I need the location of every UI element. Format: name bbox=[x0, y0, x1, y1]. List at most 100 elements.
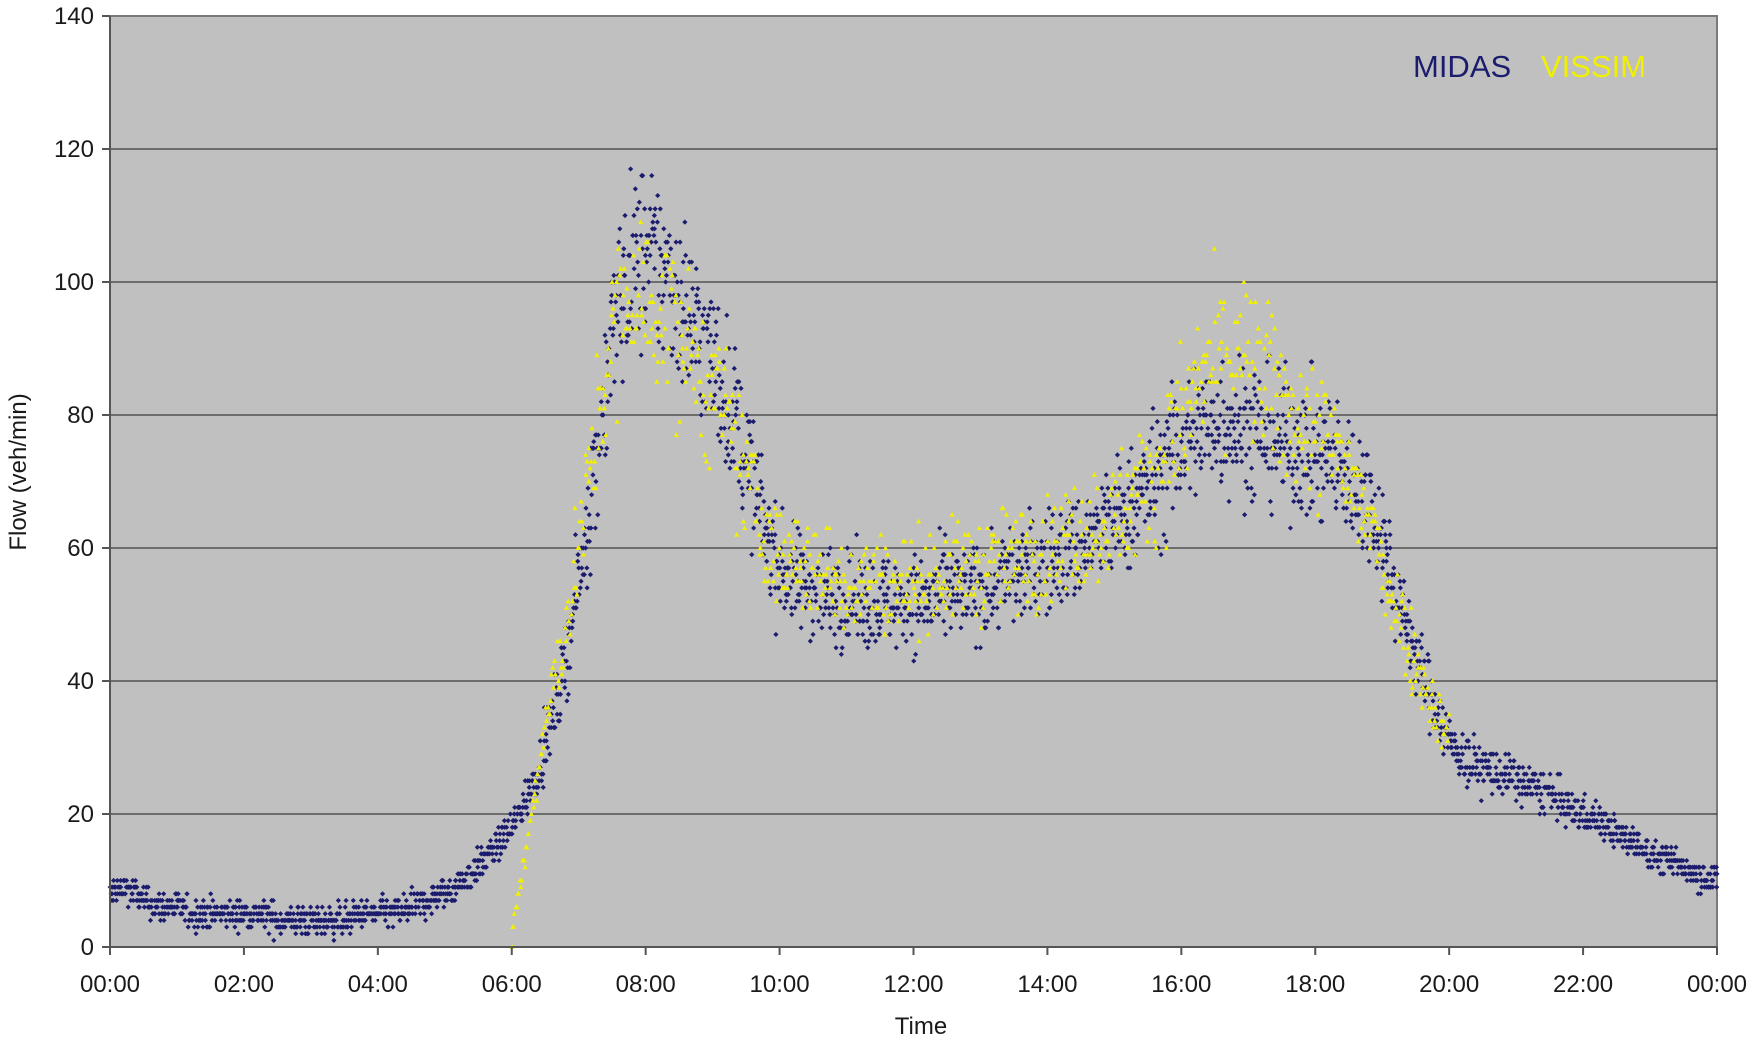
data-point-vissim bbox=[1200, 418, 1206, 424]
data-point-vissim bbox=[555, 678, 562, 683]
data-point-vissim bbox=[586, 478, 592, 484]
data-point-vissim bbox=[531, 804, 537, 810]
data-point-midas bbox=[901, 591, 908, 598]
data-point-vissim bbox=[1028, 518, 1034, 524]
data-point-midas bbox=[1044, 611, 1050, 618]
data-point-midas bbox=[677, 239, 683, 245]
data-point-midas bbox=[723, 458, 729, 465]
data-point-vissim bbox=[976, 525, 982, 531]
y-tick-label: 100 bbox=[54, 269, 94, 296]
data-point-midas bbox=[749, 552, 755, 558]
data-point-vissim bbox=[1058, 565, 1064, 570]
data-point-vissim bbox=[1215, 312, 1221, 318]
data-point-midas bbox=[1631, 831, 1637, 837]
data-point-midas bbox=[1684, 877, 1690, 884]
data-point-midas bbox=[664, 239, 671, 245]
data-point-midas bbox=[1266, 465, 1272, 471]
data-point-midas bbox=[1024, 552, 1030, 558]
data-point-midas bbox=[1620, 824, 1626, 830]
data-point-midas bbox=[746, 478, 752, 485]
data-point-vissim bbox=[1268, 405, 1275, 411]
data-point-midas bbox=[727, 465, 733, 471]
data-point-midas bbox=[622, 212, 628, 219]
data-point-midas bbox=[1108, 558, 1114, 564]
data-point-midas bbox=[1276, 452, 1283, 458]
data-point-vissim bbox=[740, 518, 746, 524]
data-point-vissim bbox=[962, 531, 968, 537]
data-point-vissim bbox=[682, 378, 689, 384]
data-point-vissim bbox=[721, 412, 727, 417]
data-point-vissim bbox=[754, 485, 761, 491]
data-point-midas bbox=[640, 173, 646, 179]
data-point-vissim bbox=[1312, 418, 1318, 424]
data-point-vissim bbox=[1348, 492, 1354, 497]
data-point-midas bbox=[685, 332, 691, 338]
data-point-midas bbox=[1540, 804, 1546, 810]
data-point-midas bbox=[550, 705, 556, 711]
data-point-vissim bbox=[1351, 472, 1357, 477]
data-point-midas bbox=[448, 891, 454, 897]
data-point-vissim bbox=[996, 551, 1002, 557]
data-point-midas bbox=[1218, 458, 1224, 465]
data-point-vissim bbox=[1420, 684, 1426, 690]
data-point-midas bbox=[496, 857, 502, 864]
data-point-midas bbox=[1211, 445, 1218, 451]
data-point-vissim bbox=[797, 558, 803, 564]
data-point-midas bbox=[1183, 425, 1189, 431]
data-point-vissim bbox=[1380, 551, 1386, 557]
data-point-vissim bbox=[712, 405, 718, 411]
data-point-vissim bbox=[740, 452, 746, 457]
data-point-midas bbox=[948, 625, 954, 631]
data-point-midas bbox=[1655, 857, 1661, 864]
data-point-midas bbox=[1698, 877, 1704, 884]
data-point-midas bbox=[1467, 764, 1473, 771]
data-point-midas bbox=[379, 891, 386, 897]
data-point-midas bbox=[157, 917, 164, 923]
data-point-midas bbox=[1481, 778, 1487, 784]
data-point-midas bbox=[348, 924, 355, 930]
data-point-midas bbox=[526, 784, 532, 790]
data-point-vissim bbox=[1221, 299, 1227, 304]
data-point-vissim bbox=[1196, 385, 1202, 391]
data-point-vissim bbox=[541, 724, 547, 730]
data-point-midas bbox=[1548, 804, 1555, 810]
data-point-midas bbox=[1164, 419, 1170, 425]
data-point-midas bbox=[983, 625, 989, 631]
data-point-midas bbox=[1233, 392, 1239, 398]
data-point-vissim bbox=[967, 551, 973, 557]
data-point-midas bbox=[963, 611, 969, 618]
data-point-midas bbox=[772, 498, 778, 505]
data-point-vissim bbox=[695, 352, 701, 358]
data-point-midas bbox=[1027, 525, 1033, 531]
data-point-vissim bbox=[1142, 498, 1149, 504]
data-point-midas bbox=[1344, 465, 1351, 471]
data-point-midas bbox=[139, 891, 145, 897]
data-point-midas bbox=[1183, 419, 1190, 425]
data-point-vissim bbox=[530, 797, 536, 803]
data-point-midas bbox=[1399, 618, 1406, 624]
data-point-midas bbox=[382, 917, 388, 923]
data-point-midas bbox=[1374, 565, 1380, 571]
y-tick-label: 0 bbox=[81, 934, 94, 961]
data-point-vissim bbox=[1263, 405, 1269, 411]
data-point-midas bbox=[199, 917, 205, 923]
data-point-vissim bbox=[912, 591, 918, 597]
data-point-midas bbox=[184, 891, 190, 897]
data-point-midas bbox=[1208, 412, 1214, 418]
data-point-vissim bbox=[576, 545, 582, 550]
data-point-midas bbox=[1151, 485, 1157, 491]
data-point-midas bbox=[976, 611, 982, 618]
data-point-midas bbox=[1639, 844, 1646, 850]
data-point-midas bbox=[1714, 884, 1720, 890]
data-point-midas bbox=[1333, 505, 1339, 511]
data-point-vissim bbox=[1440, 718, 1446, 723]
data-point-vissim bbox=[941, 578, 947, 584]
data-point-vissim bbox=[1309, 365, 1315, 371]
data-point-midas bbox=[1091, 512, 1097, 518]
data-point-midas bbox=[752, 512, 758, 518]
data-point-midas bbox=[756, 505, 762, 511]
data-point-vissim bbox=[1174, 405, 1180, 411]
data-point-midas bbox=[1404, 638, 1410, 644]
data-point-midas bbox=[270, 911, 276, 917]
data-point-midas bbox=[1170, 412, 1176, 418]
